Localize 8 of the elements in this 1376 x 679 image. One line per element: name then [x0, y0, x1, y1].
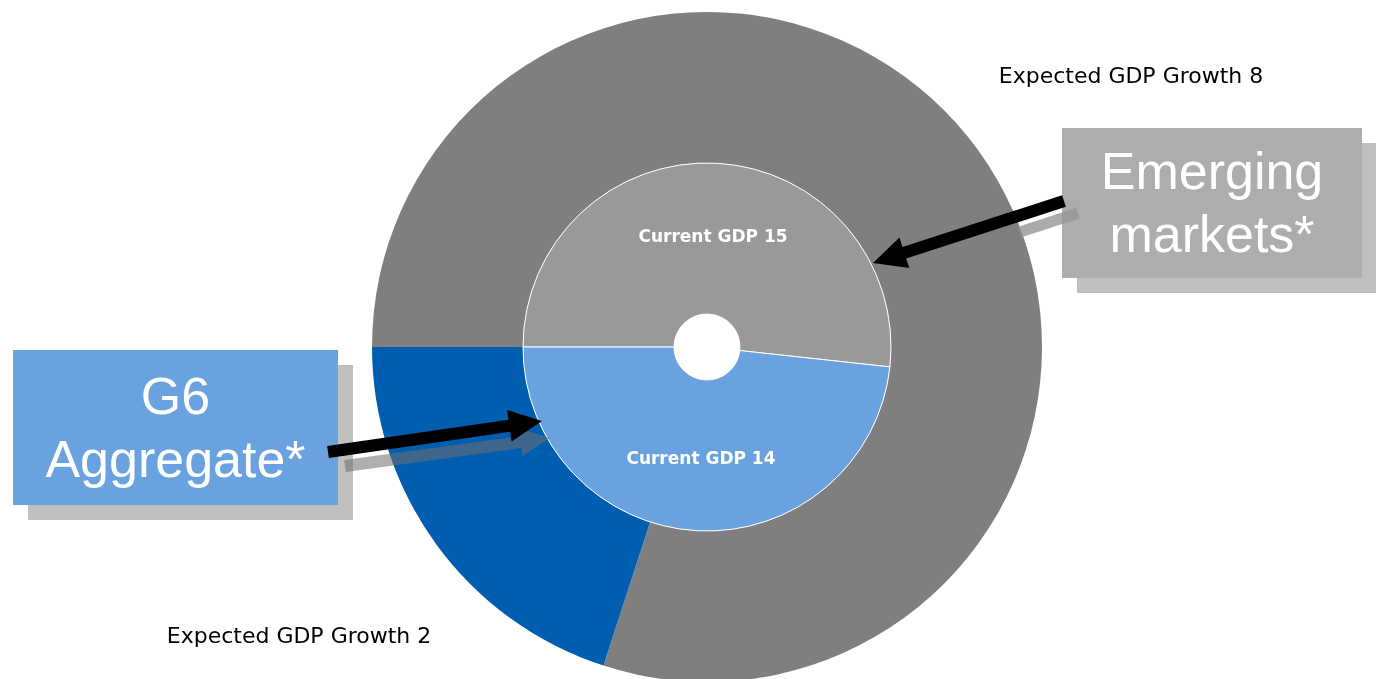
data-label: 8: [1249, 62, 1264, 88]
data-label: 14: [751, 448, 776, 469]
text: Current GDP: [638, 225, 759, 246]
slice-label: Expected GDP Growth: [998, 62, 1243, 88]
text: Expected GDP Growth: [166, 622, 411, 648]
data-label: 2: [417, 622, 432, 648]
slice-label: Current GDP: [626, 448, 746, 469]
data-label: 15: [763, 225, 788, 246]
